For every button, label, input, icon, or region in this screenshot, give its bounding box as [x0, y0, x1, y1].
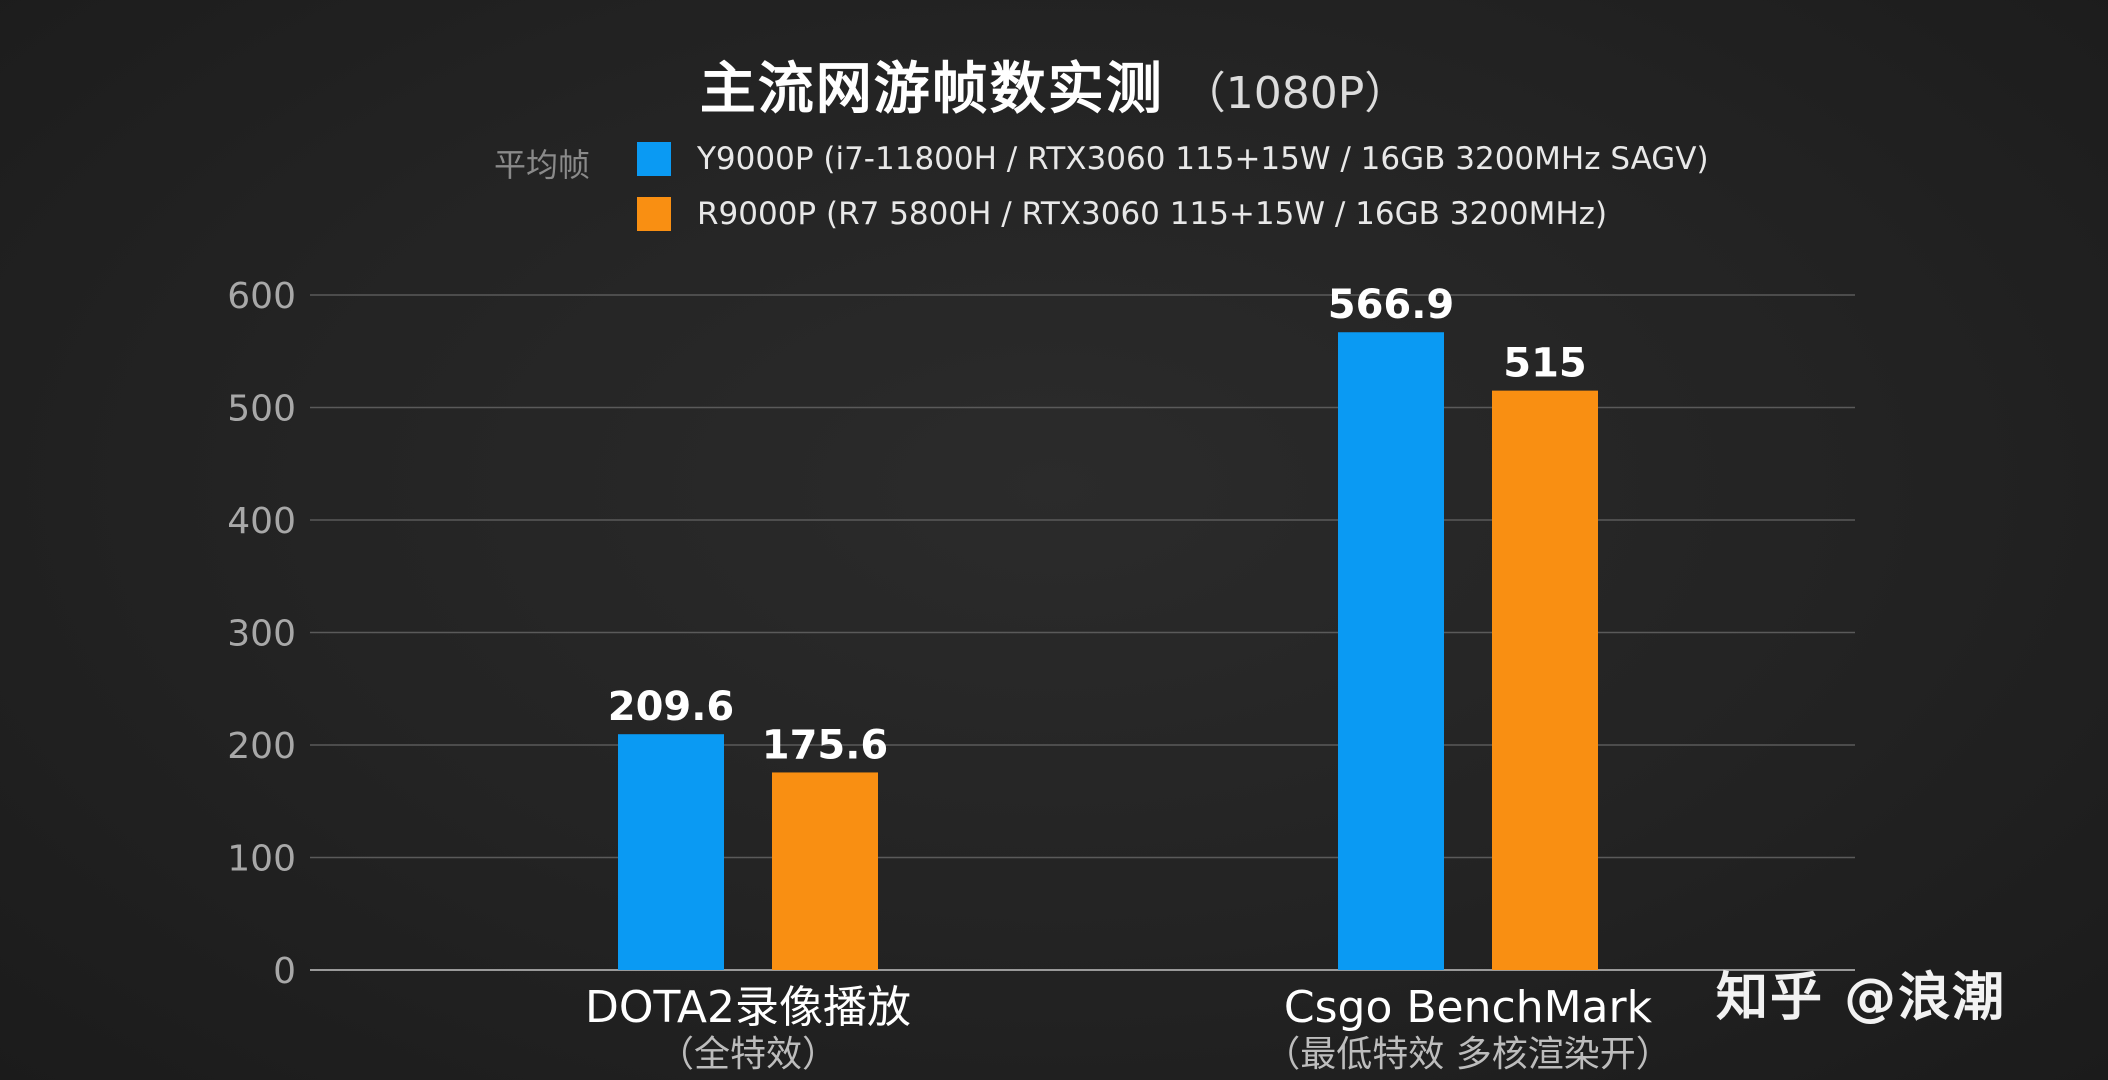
watermark-zhihu: 知乎 @浪潮 — [1716, 968, 2007, 1028]
chart-title-row: 主流网游帧数实测 （1080P） — [0, 44, 2108, 125]
bar-2-2 — [1492, 390, 1598, 970]
category-sublabel: （最低特效 多核渲染开） — [1264, 1034, 1671, 1075]
legend-label-series-2: R9000P (R7 5800H / RTX3060 115+15W / 16G… — [697, 196, 1608, 232]
y-tick-label: 500 — [227, 389, 296, 430]
data-label: 209.6 — [608, 684, 735, 730]
data-label: 566.9 — [1328, 282, 1455, 328]
category-label: DOTA2录像播放 — [585, 982, 911, 1033]
data-label: 175.6 — [762, 722, 889, 768]
chart-title: 主流网游帧数实测 — [699, 57, 1164, 122]
legend-title: 平均帧 — [494, 146, 591, 184]
legend-item-series-2: R9000P (R7 5800H / RTX3060 115+15W / 16G… — [637, 194, 1607, 234]
y-tick-label: 400 — [227, 501, 296, 542]
bar-1-2 — [1338, 332, 1444, 970]
y-tick-label: 0 — [273, 951, 296, 992]
bar-1-1 — [618, 734, 724, 970]
category-sublabel: （全特效） — [658, 1034, 838, 1075]
y-tick-label: 600 — [227, 276, 296, 317]
legend-label-series-1: Y9000P (i7-11800H / RTX3060 115+15W / 16… — [697, 141, 1709, 177]
legend-item-series-1: Y9000P (i7-11800H / RTX3060 115+15W / 16… — [637, 139, 1709, 179]
legend-swatch-series-1 — [637, 142, 671, 176]
y-tick-label: 200 — [227, 726, 296, 767]
legend-swatch-series-2 — [637, 197, 671, 231]
category-label: Csgo BenchMark — [1284, 982, 1653, 1033]
bar-2-1 — [772, 772, 878, 970]
y-tick-label: 300 — [227, 614, 296, 655]
chart-subtitle: （1080P） — [1181, 68, 1409, 119]
y-tick-label: 100 — [227, 839, 296, 880]
data-label: 515 — [1503, 341, 1587, 387]
